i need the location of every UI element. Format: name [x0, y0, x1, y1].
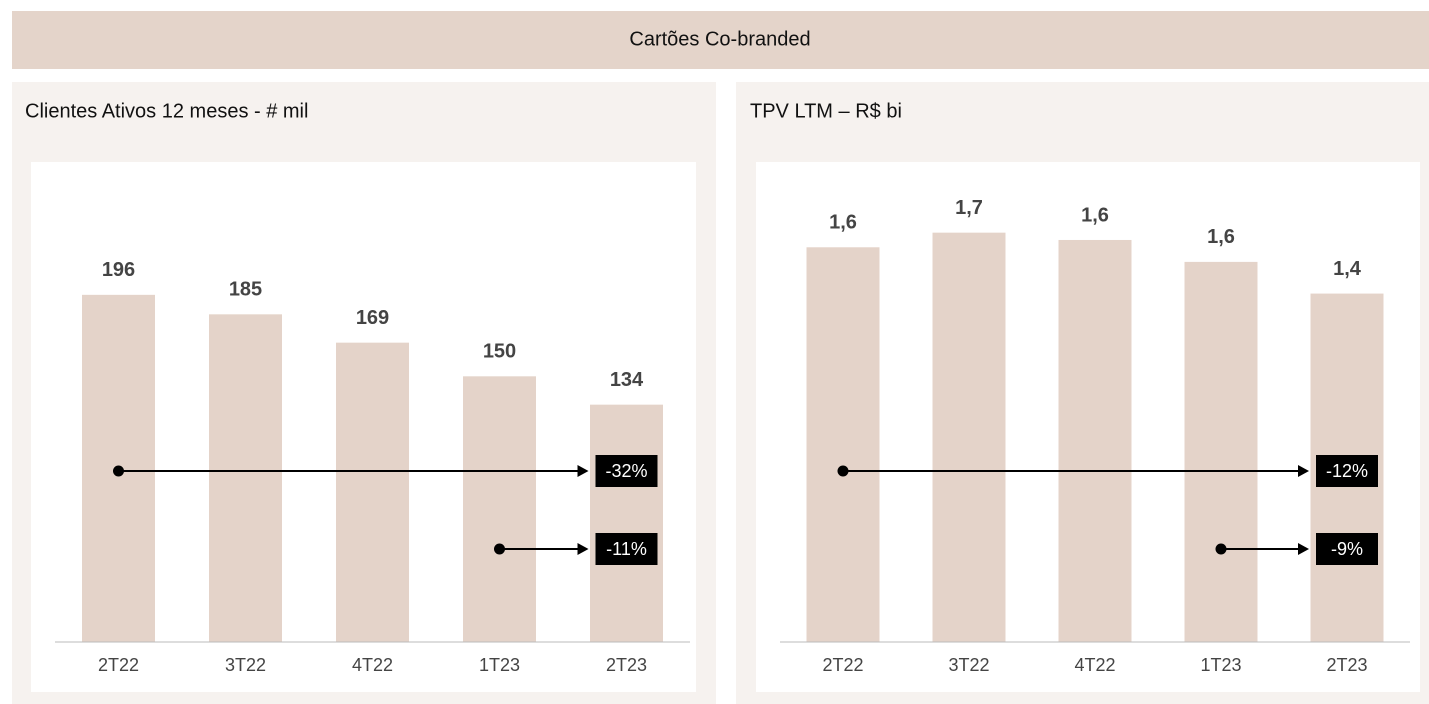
value-label: 1,6 — [829, 212, 857, 234]
bar — [590, 404, 663, 642]
annotation-label: -12% — [1326, 461, 1368, 481]
chart-title: Clientes Ativos 12 meses - # mil — [25, 100, 308, 122]
x-tick-label: 2T22 — [822, 655, 863, 675]
x-tick-label: 1T23 — [479, 655, 520, 675]
bar — [806, 247, 880, 643]
value-label: 1,6 — [1081, 204, 1109, 226]
arrow-head — [577, 465, 589, 477]
x-tick-label: 2T23 — [1326, 655, 1367, 675]
value-label: 150 — [483, 341, 516, 363]
x-tick-label: 2T23 — [606, 655, 647, 675]
header-title: Cartões Co-branded — [629, 28, 810, 50]
x-tick-label: 1T23 — [1200, 655, 1241, 675]
x-tick-label: 4T22 — [352, 655, 393, 675]
annotation-box — [595, 455, 658, 487]
bar — [1184, 261, 1258, 642]
value-label: 134 — [610, 369, 644, 391]
bar — [209, 314, 282, 642]
value-label: 1,7 — [955, 197, 983, 219]
x-tick-label: 3T22 — [225, 655, 266, 675]
arrow-head — [577, 543, 589, 555]
value-label: 1,6 — [1207, 226, 1235, 248]
value-label: 1,4 — [1333, 258, 1362, 280]
annotation-box — [1316, 455, 1378, 487]
x-tick-label: 2T22 — [98, 655, 139, 675]
annotation-label: -32% — [605, 461, 647, 481]
bar — [463, 376, 536, 642]
bar — [1058, 239, 1132, 642]
bar — [932, 232, 1006, 642]
arrow-head — [1298, 543, 1309, 555]
value-label: 196 — [102, 259, 135, 281]
bar — [336, 342, 409, 642]
value-label: 169 — [356, 307, 389, 329]
annotation-label: -9% — [1331, 539, 1363, 559]
annotation-label: -11% — [606, 539, 647, 559]
x-tick-label: 3T22 — [948, 655, 989, 675]
x-tick-label: 4T22 — [1074, 655, 1115, 675]
annotation-box — [595, 533, 658, 565]
annotation-box — [1316, 533, 1378, 565]
arrow-head — [1298, 465, 1309, 477]
header-band — [12, 11, 1429, 69]
value-label: 185 — [229, 279, 262, 301]
chart-title: TPV LTM – R$ bi — [750, 100, 902, 122]
